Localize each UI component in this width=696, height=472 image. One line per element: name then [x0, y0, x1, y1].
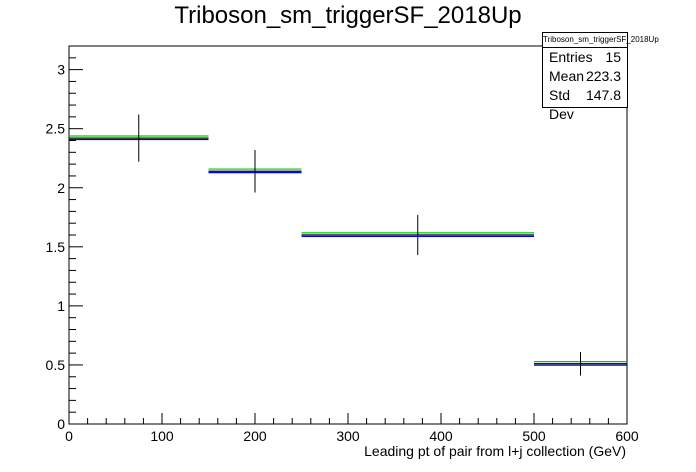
y-tick-label: 1 — [57, 298, 65, 314]
x-axis-label: Leading pt of pair from l+j collection (… — [364, 443, 626, 459]
stats-entries-row: Entries 15 — [543, 48, 627, 67]
stats-entries-value: 15 — [605, 49, 621, 65]
y-tick-label: 1.5 — [46, 239, 66, 255]
stats-mean-label: Mean — [549, 68, 585, 84]
x-tick-label: 300 — [336, 428, 360, 444]
y-tick-label: 2 — [57, 180, 65, 196]
stats-mean-row: Mean 223.3 — [543, 67, 627, 86]
x-tick-label: 100 — [150, 428, 174, 444]
x-tick-label: 500 — [522, 428, 546, 444]
stats-box: Triboson_sm_triggerSF_2018Up Entries 15 … — [542, 32, 659, 122]
y-tick-label: 3 — [57, 62, 65, 78]
y-tick-label: 0.5 — [46, 357, 66, 373]
stats-stddev-row: Std Dev 147.8 — [543, 86, 627, 122]
x-tick-label: 400 — [429, 428, 453, 444]
x-tick-label: 200 — [243, 428, 267, 444]
x-tick-label: 0 — [65, 428, 73, 444]
stats-mean-value: 223.3 — [585, 68, 621, 84]
stats-stddev-label: Std Dev — [549, 87, 574, 122]
x-tick-label: 600 — [615, 428, 639, 444]
y-tick-label: 0 — [57, 416, 65, 432]
stats-entries-label: Entries — [549, 49, 593, 65]
stats-box-title: Triboson_sm_triggerSF_2018Up — [543, 33, 659, 48]
chart-title: Triboson_sm_triggerSF_2018Up — [174, 2, 522, 29]
y-tick-label: 2.5 — [46, 121, 66, 137]
stats-stddev-value: 147.8 — [585, 87, 621, 103]
